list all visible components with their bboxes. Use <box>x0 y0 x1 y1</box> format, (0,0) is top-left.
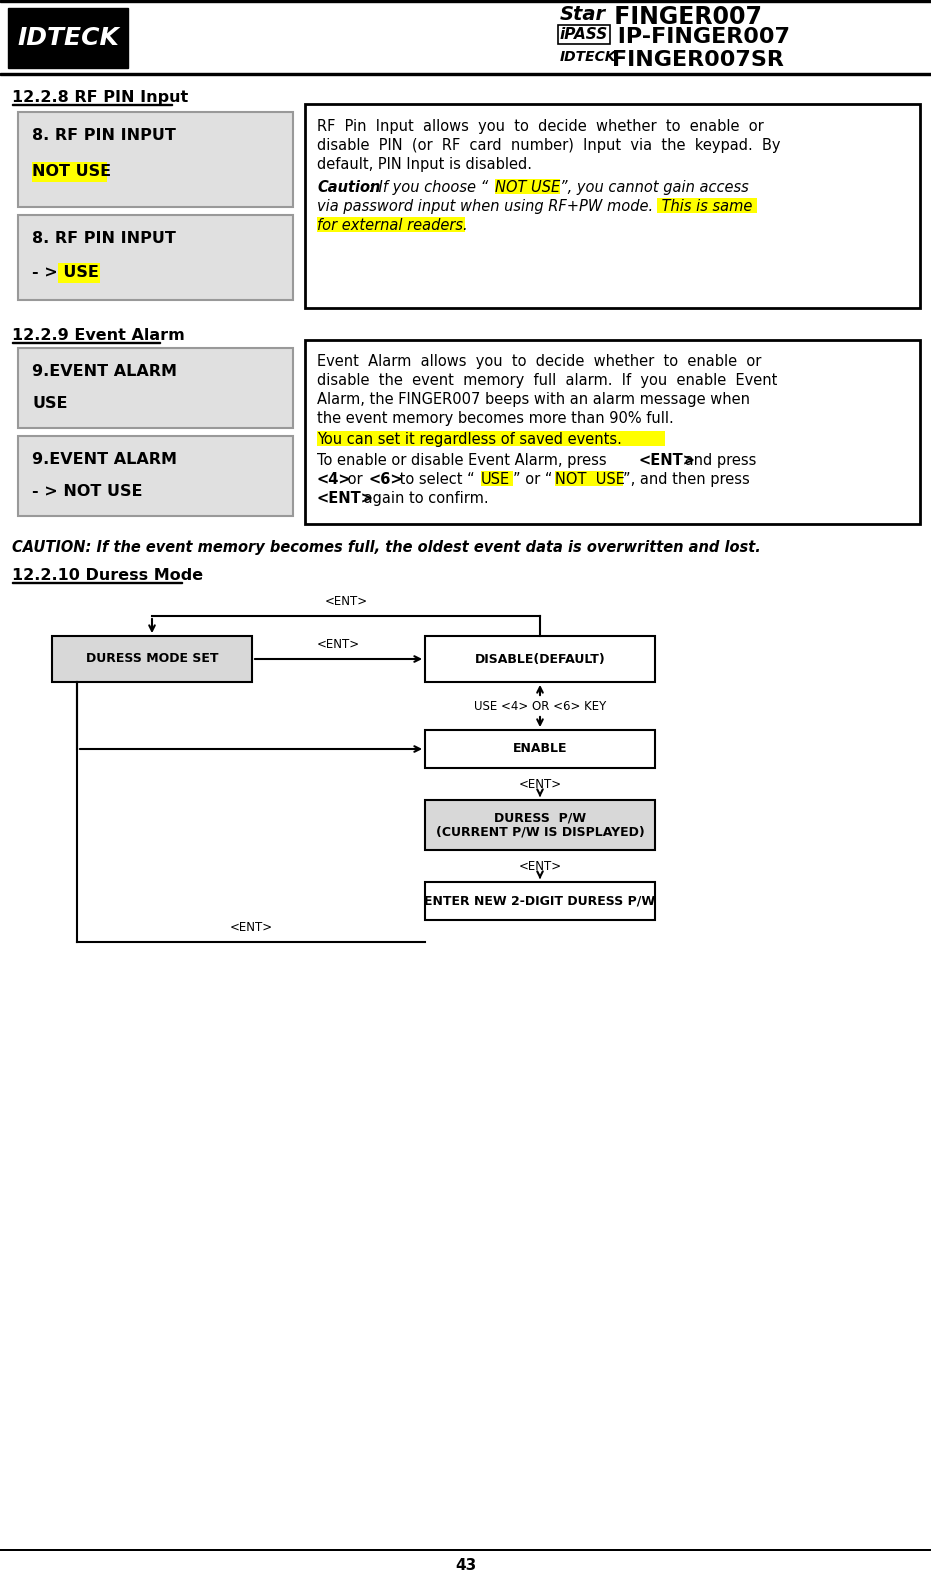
Text: <ENT>: <ENT> <box>324 594 368 609</box>
Text: Star: Star <box>560 5 606 24</box>
Text: DURESS MODE SET: DURESS MODE SET <box>86 653 218 666</box>
Text: <ENT>: <ENT> <box>229 922 273 934</box>
Text: You can set it regardless of saved events.: You can set it regardless of saved event… <box>317 432 622 447</box>
Bar <box>425 636 655 681</box>
Bar <box>305 104 920 308</box>
Bar <box>0 1549 931 1551</box>
Text: to select “: to select “ <box>395 473 475 487</box>
Text: (CURRENT P/W IS DISPLAYED): (CURRENT P/W IS DISPLAYED) <box>436 825 644 838</box>
Bar <box>425 882 655 920</box>
Text: NOT USE: NOT USE <box>495 180 560 194</box>
Bar <box>0 0 931 2</box>
Text: 9.EVENT ALARM: 9.EVENT ALARM <box>32 364 177 379</box>
Bar <box>0 1549 931 1581</box>
Bar <box>8 8 128 68</box>
Bar <box>317 217 465 232</box>
Text: DISABLE(DEFAULT): DISABLE(DEFAULT) <box>475 653 605 666</box>
Text: <4>: <4> <box>317 473 352 487</box>
Bar <box>555 471 623 485</box>
Bar <box>52 636 252 681</box>
Text: the event memory becomes more than 90% full.: the event memory becomes more than 90% f… <box>317 411 674 425</box>
Text: This is same: This is same <box>657 199 752 213</box>
Bar <box>18 348 293 428</box>
Text: Event  Alarm  allows  you  to  decide  whether  to  enable  or: Event Alarm allows you to decide whether… <box>317 354 762 368</box>
Text: : If you choose “: : If you choose “ <box>369 180 488 194</box>
Bar <box>317 432 665 446</box>
Bar <box>481 471 513 485</box>
Text: 12.2.8 RF PIN Input: 12.2.8 RF PIN Input <box>12 90 188 104</box>
Text: <ENT>: <ENT> <box>519 778 561 790</box>
Text: ENTER NEW 2-DIGIT DURESS P/W: ENTER NEW 2-DIGIT DURESS P/W <box>425 895 655 907</box>
Text: <ENT>: <ENT> <box>317 639 360 651</box>
Text: 12.2.9 Event Alarm: 12.2.9 Event Alarm <box>12 327 184 343</box>
Text: Caution: Caution <box>317 180 381 194</box>
Bar <box>32 161 107 182</box>
Text: ”, you cannot gain access: ”, you cannot gain access <box>560 180 749 194</box>
Bar <box>0 73 931 74</box>
Bar <box>18 112 293 207</box>
Bar <box>18 436 293 515</box>
Text: ”, and then press: ”, and then press <box>623 473 749 487</box>
Text: disable  the  event  memory  full  alarm.  If  you  enable  Event: disable the event memory full alarm. If … <box>317 373 777 387</box>
Text: - > NOT USE: - > NOT USE <box>32 484 142 500</box>
Text: ENABLE: ENABLE <box>513 743 567 756</box>
Text: 8. RF PIN INPUT: 8. RF PIN INPUT <box>32 231 176 247</box>
Text: 8. RF PIN INPUT: 8. RF PIN INPUT <box>32 128 176 142</box>
Text: FINGER007SR: FINGER007SR <box>612 51 784 70</box>
Text: <ENT>: <ENT> <box>317 492 374 506</box>
Text: <ENT>: <ENT> <box>519 860 561 873</box>
Text: USE: USE <box>481 473 510 487</box>
Bar <box>58 262 100 283</box>
Text: NOT  USE: NOT USE <box>555 473 625 487</box>
Text: <ENT>: <ENT> <box>639 454 696 468</box>
Text: again to confirm.: again to confirm. <box>359 492 489 506</box>
Text: CAUTION: If the event memory becomes full, the oldest event data is overwritten : CAUTION: If the event memory becomes ful… <box>12 541 761 555</box>
Text: USE <4> OR <6> KEY: USE <4> OR <6> KEY <box>474 700 606 713</box>
Bar <box>495 179 560 194</box>
Text: 43: 43 <box>455 1559 476 1573</box>
Text: and press: and press <box>680 454 756 468</box>
Text: NOT USE: NOT USE <box>32 164 111 179</box>
Text: DURESS  P/W: DURESS P/W <box>494 811 586 825</box>
Text: disable  PIN  (or  RF  card  number)  Input  via  the  keypad.  By: disable PIN (or RF card number) Input vi… <box>317 138 780 153</box>
Text: - > USE: - > USE <box>32 266 99 280</box>
Text: RF  Pin  Input  allows  you  to  decide  whether  to  enable  or: RF Pin Input allows you to decide whethe… <box>317 119 763 134</box>
Text: IDTECK: IDTECK <box>560 51 616 63</box>
Text: 12.2.10 Duress Mode: 12.2.10 Duress Mode <box>12 568 203 583</box>
Bar <box>425 800 655 851</box>
Bar <box>425 730 655 768</box>
Text: 9.EVENT ALARM: 9.EVENT ALARM <box>32 452 177 466</box>
Text: IDTECK: IDTECK <box>17 25 119 51</box>
Text: To enable or disable Event Alarm, press: To enable or disable Event Alarm, press <box>317 454 612 468</box>
Text: default, PIN Input is disabled.: default, PIN Input is disabled. <box>317 157 532 172</box>
Text: FINGER007: FINGER007 <box>606 5 762 28</box>
Text: USE: USE <box>32 395 68 411</box>
Text: ” or “: ” or “ <box>513 473 552 487</box>
Text: <6>: <6> <box>369 473 404 487</box>
Text: for external readers.: for external readers. <box>317 218 467 232</box>
Text: iPASS: iPASS <box>560 27 608 43</box>
Text: Alarm, the FINGER007 beeps with an alarm message when: Alarm, the FINGER007 beeps with an alarm… <box>317 392 750 406</box>
Text: or: or <box>343 473 367 487</box>
Text: IP-FINGER007: IP-FINGER007 <box>610 27 790 47</box>
Text: via password input when using RF+PW mode.: via password input when using RF+PW mode… <box>317 199 654 213</box>
Bar <box>657 198 757 213</box>
Bar <box>18 215 293 300</box>
Bar <box>305 340 920 523</box>
